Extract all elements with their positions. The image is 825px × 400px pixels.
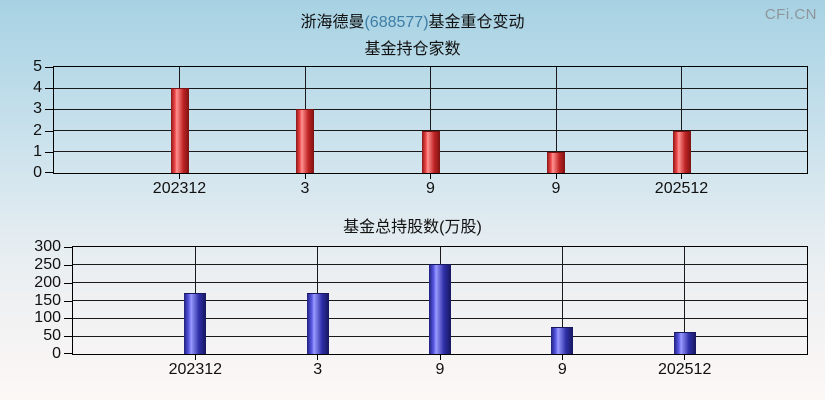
x-axis-tick: [194, 354, 196, 360]
v-gridline: [681, 67, 682, 173]
page-title-stock-name: 浙海德曼: [300, 14, 365, 31]
y-tick-label: 4: [33, 79, 42, 97]
page-title-suffix: 基金重仓变动: [428, 14, 525, 31]
y-axis-tick: [45, 130, 53, 132]
bar-red-202512: [672, 130, 691, 173]
y-axis-tick: [64, 264, 72, 266]
y-tick-label: 5: [33, 58, 42, 75]
y-axis-tick: [64, 318, 72, 320]
y-axis-tick: [64, 282, 72, 284]
page-title: 浙海德曼(688577)基金重仓变动: [0, 8, 825, 32]
y-tick-label: 1: [33, 142, 42, 160]
y-axis-tick: [64, 300, 72, 302]
y-tick-label: 150: [34, 291, 61, 309]
v-gridline: [684, 247, 686, 354]
chart2-title: 基金总持股数(万股): [343, 219, 482, 236]
y-axis-tick: [45, 151, 53, 153]
y-tick-label: 250: [34, 255, 61, 273]
x-tick-label: 202312: [152, 180, 207, 197]
bar-blue-9: [551, 326, 574, 354]
bar-blue-202512: [673, 331, 696, 354]
y-tick-label: 200: [34, 273, 61, 291]
bar-red-9: [547, 151, 565, 173]
y-axis-tick: [64, 353, 72, 354]
x-axis-tick: [317, 354, 319, 360]
x-tick-label: 9: [551, 180, 561, 197]
v-gridline: [561, 247, 563, 354]
x-tick-label: 202312: [168, 361, 223, 378]
x-tick-label: 9: [435, 361, 445, 378]
y-tick-label: 0: [33, 164, 42, 181]
y-tick-label: 3: [33, 100, 42, 118]
x-axis-tick: [439, 354, 441, 360]
y-axis-tick: [45, 67, 53, 68]
v-gridline: [555, 67, 557, 173]
y-tick-label: 0: [52, 345, 61, 362]
x-axis-tick: [304, 173, 306, 179]
x-tick-label: 9: [557, 361, 567, 378]
chart2-plot-area: 0 50 100 150 200 250 300 202312 3 9 9 202512: [34, 238, 808, 378]
chart1-plot-area: 0 1 2 3 4 5 202312 3 9 9 202512: [33, 58, 808, 197]
y-axis-tick: [45, 172, 53, 173]
cfi-watermark-logo: CFi.CN: [764, 6, 817, 23]
x-tick-label: 3: [300, 180, 310, 197]
page-title-stock-code: (688577): [364, 14, 429, 31]
x-tick-label: 202512: [654, 180, 709, 197]
x-axis-tick: [555, 173, 557, 179]
y-tick-label: 2: [33, 121, 42, 139]
chart1-title: 基金持仓家数: [364, 41, 461, 58]
x-axis-tick: [561, 354, 563, 360]
y-axis-tick: [45, 88, 53, 90]
y-axis-tick: [64, 336, 72, 338]
bar-blue-9: [429, 263, 451, 354]
v-gridline: [430, 67, 431, 173]
x-axis-tick: [684, 354, 686, 360]
y-tick-label: 300: [34, 238, 61, 255]
bar-blue-3: [306, 293, 329, 354]
x-tick-label: 202512: [657, 361, 712, 378]
y-tick-label: 50: [43, 327, 61, 345]
x-tick-label: 9: [426, 180, 435, 197]
bar-blue-202312: [184, 293, 207, 354]
bar-red-9: [421, 130, 440, 173]
x-axis-tick: [430, 173, 431, 179]
bar-red-3: [296, 109, 314, 173]
x-axis-tick: [681, 173, 682, 179]
x-axis-tick: [179, 173, 180, 179]
y-axis-tick: [64, 247, 72, 248]
y-axis-tick: [45, 109, 53, 111]
y-tick-label: 100: [34, 309, 61, 327]
bar-red-202312: [170, 88, 189, 173]
x-tick-label: 3: [313, 361, 323, 378]
